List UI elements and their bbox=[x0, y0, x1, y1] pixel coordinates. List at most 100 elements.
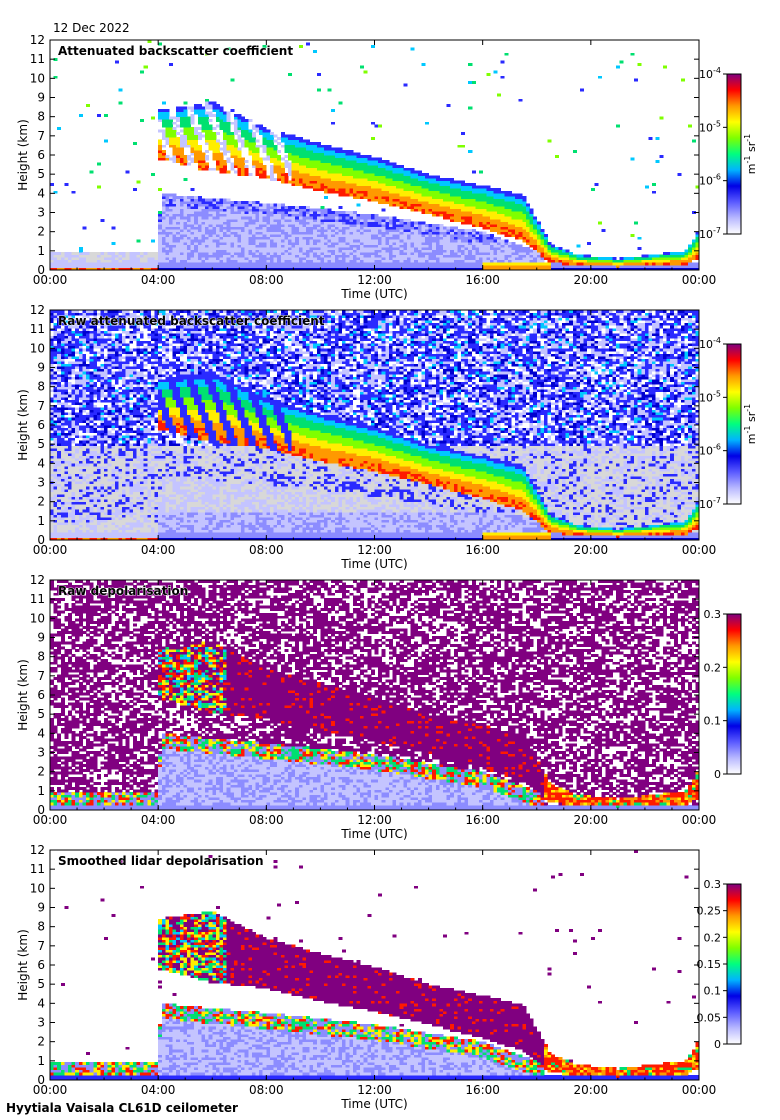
x-tick-label: 00:00 bbox=[33, 543, 68, 557]
y-tick-label: 7 bbox=[37, 129, 45, 143]
y-tick-label: 8 bbox=[37, 110, 45, 124]
y-tick-label: 2 bbox=[37, 765, 45, 779]
x-axis-label: Time (UTC) bbox=[340, 287, 407, 301]
y-tick-label: 2 bbox=[37, 495, 45, 509]
x-tick-label: 12:00 bbox=[357, 813, 392, 827]
x-tick-label: 08:00 bbox=[249, 273, 284, 287]
x-tick-label: 20:00 bbox=[574, 813, 609, 827]
x-tick-label: 08:00 bbox=[249, 1083, 284, 1097]
x-tick-label: 00:00 bbox=[33, 813, 68, 827]
x-tick-label: 08:00 bbox=[249, 543, 284, 557]
colorbar-gradient bbox=[726, 883, 742, 1045]
y-tick-label: 11 bbox=[30, 322, 45, 336]
x-tick-label: 12:00 bbox=[357, 543, 392, 557]
y-tick-label: 9 bbox=[37, 91, 45, 105]
colorbar-tick-label: 0.2 bbox=[704, 661, 722, 674]
y-tick-label: 9 bbox=[37, 631, 45, 645]
x-tick-label: 00:00 bbox=[682, 543, 717, 557]
colorbar-tick-label: 10-7 bbox=[699, 226, 721, 241]
colorbar-tick-label: 0.2 bbox=[704, 931, 722, 944]
colorbar-tick-label: 0.05 bbox=[697, 1011, 722, 1024]
colorbar-gradient bbox=[726, 73, 742, 235]
colorbar-tick-label: 0.3 bbox=[704, 608, 722, 621]
colorbar-tick-label: 10-6 bbox=[699, 173, 721, 188]
y-tick-label: 1 bbox=[37, 244, 45, 258]
y-tick-label: 8 bbox=[37, 920, 45, 934]
y-axis-label: Height (km) bbox=[16, 929, 30, 1000]
chart-panel-2: 00:00 04:00 08:00 12:00 16:00 20:00 00:0001234… bbox=[16, 303, 758, 571]
chart-panel-3: 00:00 04:00 08:00 12:00 16:00 20:00 00:0001234… bbox=[16, 573, 742, 841]
x-tick-label: 00:00 bbox=[33, 1083, 68, 1097]
y-tick-label: 0 bbox=[37, 263, 45, 277]
x-tick-label: 12:00 bbox=[357, 273, 392, 287]
y-tick-label: 3 bbox=[37, 1016, 45, 1030]
y-tick-label: 8 bbox=[37, 380, 45, 394]
y-tick-label: 12 bbox=[30, 573, 45, 587]
colorbar-tick-label: 0 bbox=[714, 768, 721, 781]
x-axis-label: Time (UTC) bbox=[340, 1097, 407, 1111]
x-tick-label: 16:00 bbox=[465, 273, 500, 287]
x-tick-label: 20:00 bbox=[574, 1083, 609, 1097]
y-tick-label: 5 bbox=[37, 707, 45, 721]
y-tick-label: 10 bbox=[30, 881, 45, 895]
colorbar-gradient bbox=[726, 613, 742, 775]
colorbar: 0 0.1 0.2 0.3 bbox=[704, 608, 742, 781]
y-tick-label: 4 bbox=[37, 186, 45, 200]
y-tick-label: 11 bbox=[30, 862, 45, 876]
chart-title: Attenuated backscatter coefficient bbox=[58, 44, 293, 58]
y-tick-label: 5 bbox=[37, 977, 45, 991]
y-tick-label: 2 bbox=[37, 1035, 45, 1049]
colorbar-tick-label: 0 bbox=[714, 1038, 721, 1051]
colorbar-tick-label: 0.1 bbox=[704, 985, 722, 998]
y-tick-label: 0 bbox=[37, 533, 45, 547]
x-tick-label: 20:00 bbox=[574, 273, 609, 287]
y-tick-label: 10 bbox=[30, 611, 45, 625]
x-tick-label: 12:00 bbox=[357, 1083, 392, 1097]
y-tick-label: 0 bbox=[37, 803, 45, 817]
x-tick-label: 08:00 bbox=[249, 813, 284, 827]
x-tick-label: 16:00 bbox=[465, 813, 500, 827]
x-axis-label: Time (UTC) bbox=[340, 827, 407, 841]
colorbar-tick-label: 0.25 bbox=[697, 905, 722, 918]
y-tick-label: 5 bbox=[37, 437, 45, 451]
y-axis-label: Height (km) bbox=[16, 389, 30, 460]
colorbar: 10-7 10-6 10-5 10-4 m-1 sr-1 bbox=[699, 336, 758, 511]
y-tick-label: 5 bbox=[37, 167, 45, 181]
y-tick-label: 7 bbox=[37, 939, 45, 953]
y-tick-label: 12 bbox=[30, 33, 45, 47]
colorbar-tick-label: 0.3 bbox=[704, 878, 722, 891]
y-tick-label: 1 bbox=[37, 784, 45, 798]
y-tick-label: 0 bbox=[37, 1073, 45, 1087]
colorbar-tick-label: 10-4 bbox=[699, 336, 721, 351]
instrument-label: Hyytiala Vaisala CL61D ceilometer bbox=[6, 1101, 238, 1115]
y-axis-label: Height (km) bbox=[16, 119, 30, 190]
colorbar-label: m-1 sr-1 bbox=[743, 404, 758, 444]
x-tick-label: 04:00 bbox=[141, 813, 176, 827]
y-tick-label: 9 bbox=[37, 361, 45, 375]
x-tick-label: 04:00 bbox=[141, 543, 176, 557]
y-tick-label: 3 bbox=[37, 476, 45, 490]
x-tick-label: 04:00 bbox=[141, 1083, 176, 1097]
y-tick-label: 11 bbox=[30, 592, 45, 606]
y-tick-label: 8 bbox=[37, 650, 45, 664]
y-tick-label: 3 bbox=[37, 206, 45, 220]
chart-title: Raw depolarisation bbox=[58, 584, 188, 598]
y-tick-label: 6 bbox=[37, 418, 45, 432]
y-axis-label: Height (km) bbox=[16, 659, 30, 730]
colorbar-tick-label: 10-6 bbox=[699, 443, 721, 458]
colorbar-tick-label: 10-5 bbox=[699, 119, 721, 134]
y-tick-label: 6 bbox=[37, 688, 45, 702]
x-tick-label: 16:00 bbox=[465, 543, 500, 557]
x-tick-label: 16:00 bbox=[465, 1083, 500, 1097]
y-tick-label: 1 bbox=[37, 1054, 45, 1068]
y-tick-label: 3 bbox=[37, 746, 45, 760]
x-tick-label: 00:00 bbox=[33, 273, 68, 287]
y-tick-label: 10 bbox=[30, 341, 45, 355]
y-tick-label: 4 bbox=[37, 996, 45, 1010]
y-tick-label: 6 bbox=[37, 958, 45, 972]
colorbar-label: m-1 sr-1 bbox=[743, 134, 758, 174]
y-tick-label: 4 bbox=[37, 456, 45, 470]
heatmap-cells bbox=[50, 850, 700, 1081]
y-tick-label: 12 bbox=[30, 843, 45, 857]
